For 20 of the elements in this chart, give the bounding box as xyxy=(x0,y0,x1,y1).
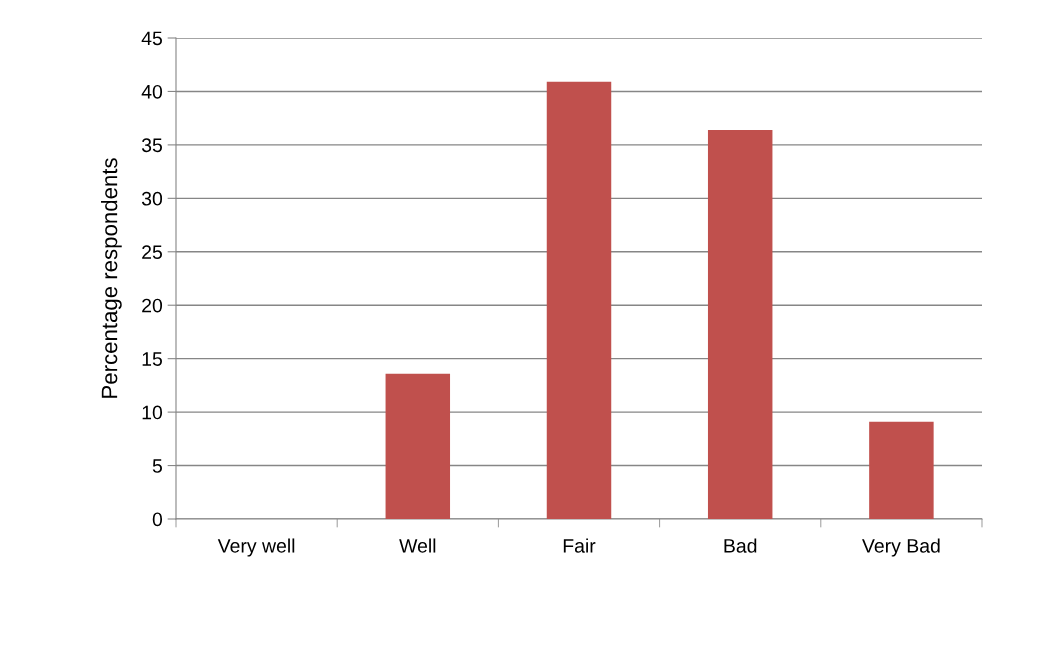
bar xyxy=(546,81,612,519)
y-tick-label: 20 xyxy=(142,298,163,313)
y-tick-label: 10 xyxy=(142,405,163,420)
y-tick-label: 15 xyxy=(142,352,162,366)
x-tick-label: Fair xyxy=(563,538,596,553)
bar xyxy=(869,421,934,519)
x-tick-label: Bad xyxy=(724,538,757,553)
x-tick-label: Very well xyxy=(217,538,295,557)
y-tick-label: 0 xyxy=(152,512,163,527)
x-tick-label: Well xyxy=(399,538,436,553)
y-tick-label: 30 xyxy=(141,191,163,206)
bar xyxy=(385,373,451,519)
y-tick-label: 45 xyxy=(141,31,162,46)
x-tick-label: Very Bad xyxy=(862,538,940,557)
y-tick-label: 35 xyxy=(141,138,162,153)
bar xyxy=(707,129,773,519)
y-axis-title: Percentage respondents xyxy=(101,158,122,398)
y-tick-label: 25 xyxy=(142,245,162,260)
y-tick-label: 40 xyxy=(141,84,163,99)
y-tick-label: 5 xyxy=(152,459,162,473)
